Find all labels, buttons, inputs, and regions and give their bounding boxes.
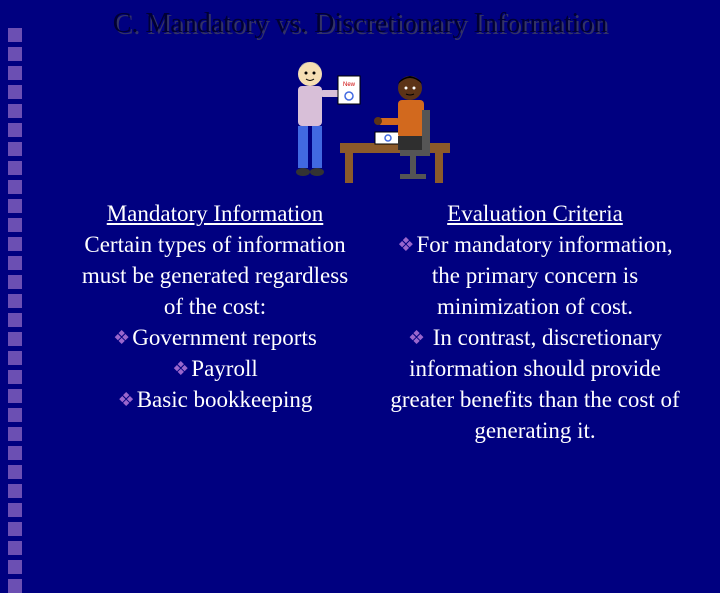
left-column: Mandatory Information Certain types of i… — [70, 198, 360, 446]
right-bullets: ❖For mandatory information, the primary … — [390, 229, 680, 446]
side-square — [8, 66, 22, 80]
diamond-bullet-icon: ❖ — [397, 233, 414, 259]
left-bullets: ❖Government reports❖Payroll❖Basic bookke… — [70, 322, 360, 415]
side-square — [8, 180, 22, 194]
side-square — [8, 579, 22, 593]
diamond-bullet-icon: ❖ — [408, 326, 425, 352]
right-heading: Evaluation Criteria — [390, 198, 680, 229]
side-square — [8, 446, 22, 460]
diamond-bullet-icon: ❖ — [172, 357, 189, 383]
svg-text:New: New — [343, 82, 356, 88]
bullet-item: ❖ In contrast, discretionary information… — [390, 322, 680, 446]
side-square — [8, 199, 22, 213]
right-column: Evaluation Criteria ❖For mandatory infor… — [390, 198, 680, 446]
side-square — [8, 256, 22, 270]
diamond-bullet-icon: ❖ — [118, 388, 135, 414]
bullet-item: ❖Basic bookkeeping — [70, 384, 360, 415]
meeting-clipart: New — [260, 48, 460, 188]
decorative-side-squares — [8, 28, 22, 593]
side-square — [8, 484, 22, 498]
bullet-item: ❖For mandatory information, the primary … — [390, 229, 680, 322]
side-square — [8, 161, 22, 175]
left-intro: Certain types of information must be gen… — [70, 229, 360, 322]
bullet-item: ❖Government reports — [70, 322, 360, 353]
side-square — [8, 427, 22, 441]
side-square — [8, 294, 22, 308]
side-square — [8, 123, 22, 137]
side-square — [8, 389, 22, 403]
bullet-item: ❖Payroll — [70, 353, 360, 384]
side-square — [8, 465, 22, 479]
side-square — [8, 503, 22, 517]
diamond-bullet-icon: ❖ — [113, 326, 130, 352]
side-square — [8, 560, 22, 574]
side-square — [8, 85, 22, 99]
slide-title: C. Mandatory vs. Discretionary Informati… — [0, 8, 720, 40]
side-square — [8, 541, 22, 555]
side-square — [8, 522, 22, 536]
side-square — [8, 47, 22, 61]
side-square — [8, 313, 22, 327]
side-square — [8, 275, 22, 289]
left-heading: Mandatory Information — [70, 198, 360, 229]
side-square — [8, 237, 22, 251]
side-square — [8, 104, 22, 118]
content-columns: Mandatory Information Certain types of i… — [70, 198, 680, 446]
side-square — [8, 218, 22, 232]
side-square — [8, 408, 22, 422]
side-square — [8, 351, 22, 365]
side-square — [8, 370, 22, 384]
side-square — [8, 332, 22, 346]
side-square — [8, 142, 22, 156]
